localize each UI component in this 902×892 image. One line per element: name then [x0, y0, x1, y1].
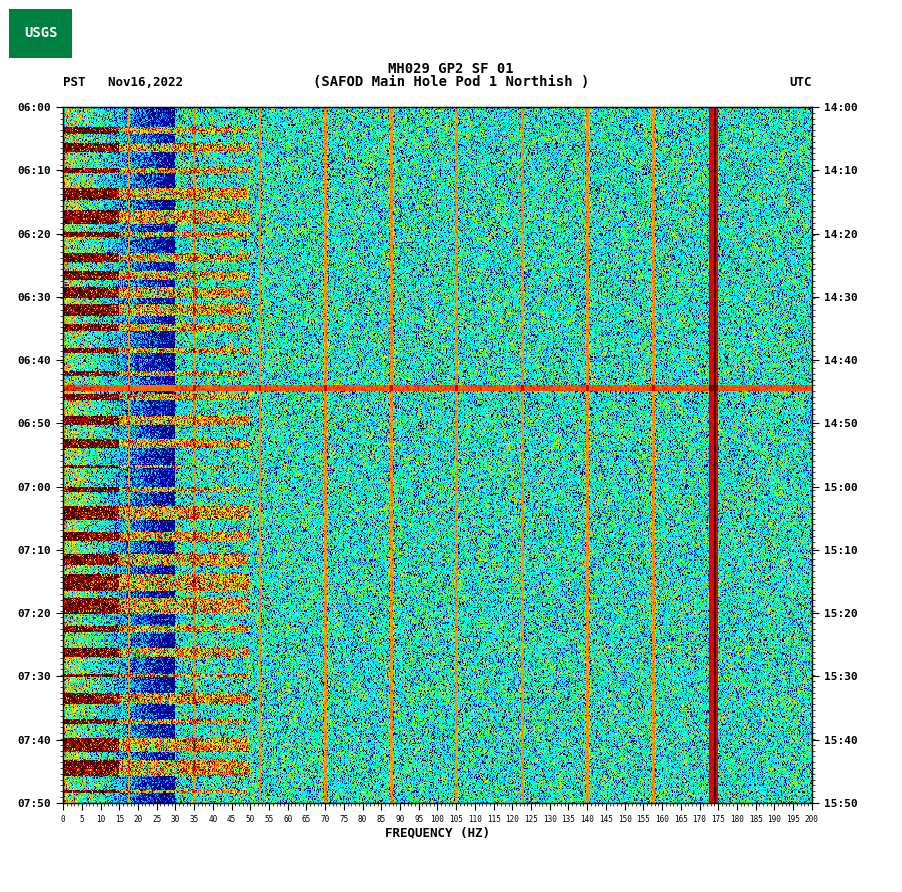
Text: (SAFOD Main Hole Pod 1 Northish ): (SAFOD Main Hole Pod 1 Northish ): [313, 75, 589, 89]
Text: USGS: USGS: [23, 27, 58, 40]
Text: PST   Nov16,2022: PST Nov16,2022: [63, 76, 183, 89]
Text: MH029 GP2 SF 01: MH029 GP2 SF 01: [388, 62, 514, 76]
Text: UTC: UTC: [789, 76, 812, 89]
X-axis label: FREQUENCY (HZ): FREQUENCY (HZ): [385, 826, 490, 839]
